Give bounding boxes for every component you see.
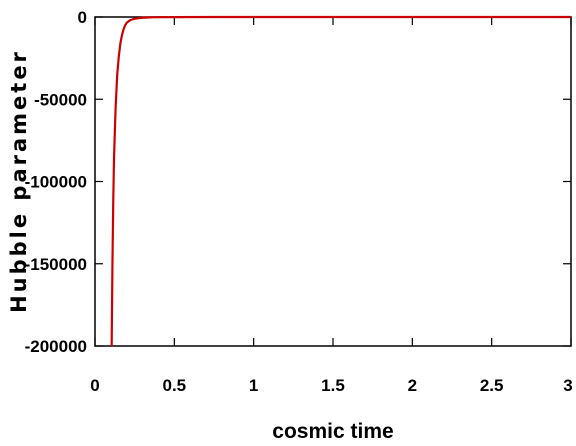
x-ticks: 0 0.5 1 1.5 2 2.5 3 <box>90 17 573 395</box>
x-tick-label: 0.5 <box>163 376 187 395</box>
plot-area <box>94 16 572 347</box>
x-tick-label: 3 <box>563 376 572 395</box>
y-tick-label: -50000 <box>34 90 87 109</box>
y-axis-label: Hubble parameter <box>7 49 31 313</box>
series-line <box>110 15 571 347</box>
x-tick-label: 2 <box>408 376 417 395</box>
x-tick-label: 0 <box>90 376 99 395</box>
x-tick-label: 2.5 <box>480 376 504 395</box>
y-tick-label: -200000 <box>25 337 87 356</box>
x-tick-label: 1 <box>249 376 258 395</box>
y-tick-label: -150000 <box>25 255 87 274</box>
y-tick-label: 0 <box>78 8 87 27</box>
y-ticks: 0 -50000 -100000 -150000 -200000 <box>25 8 571 356</box>
y-tick-label: -100000 <box>25 173 87 192</box>
x-tick-label: 1.5 <box>321 376 345 395</box>
x-axis-label: cosmic time <box>272 420 393 443</box>
